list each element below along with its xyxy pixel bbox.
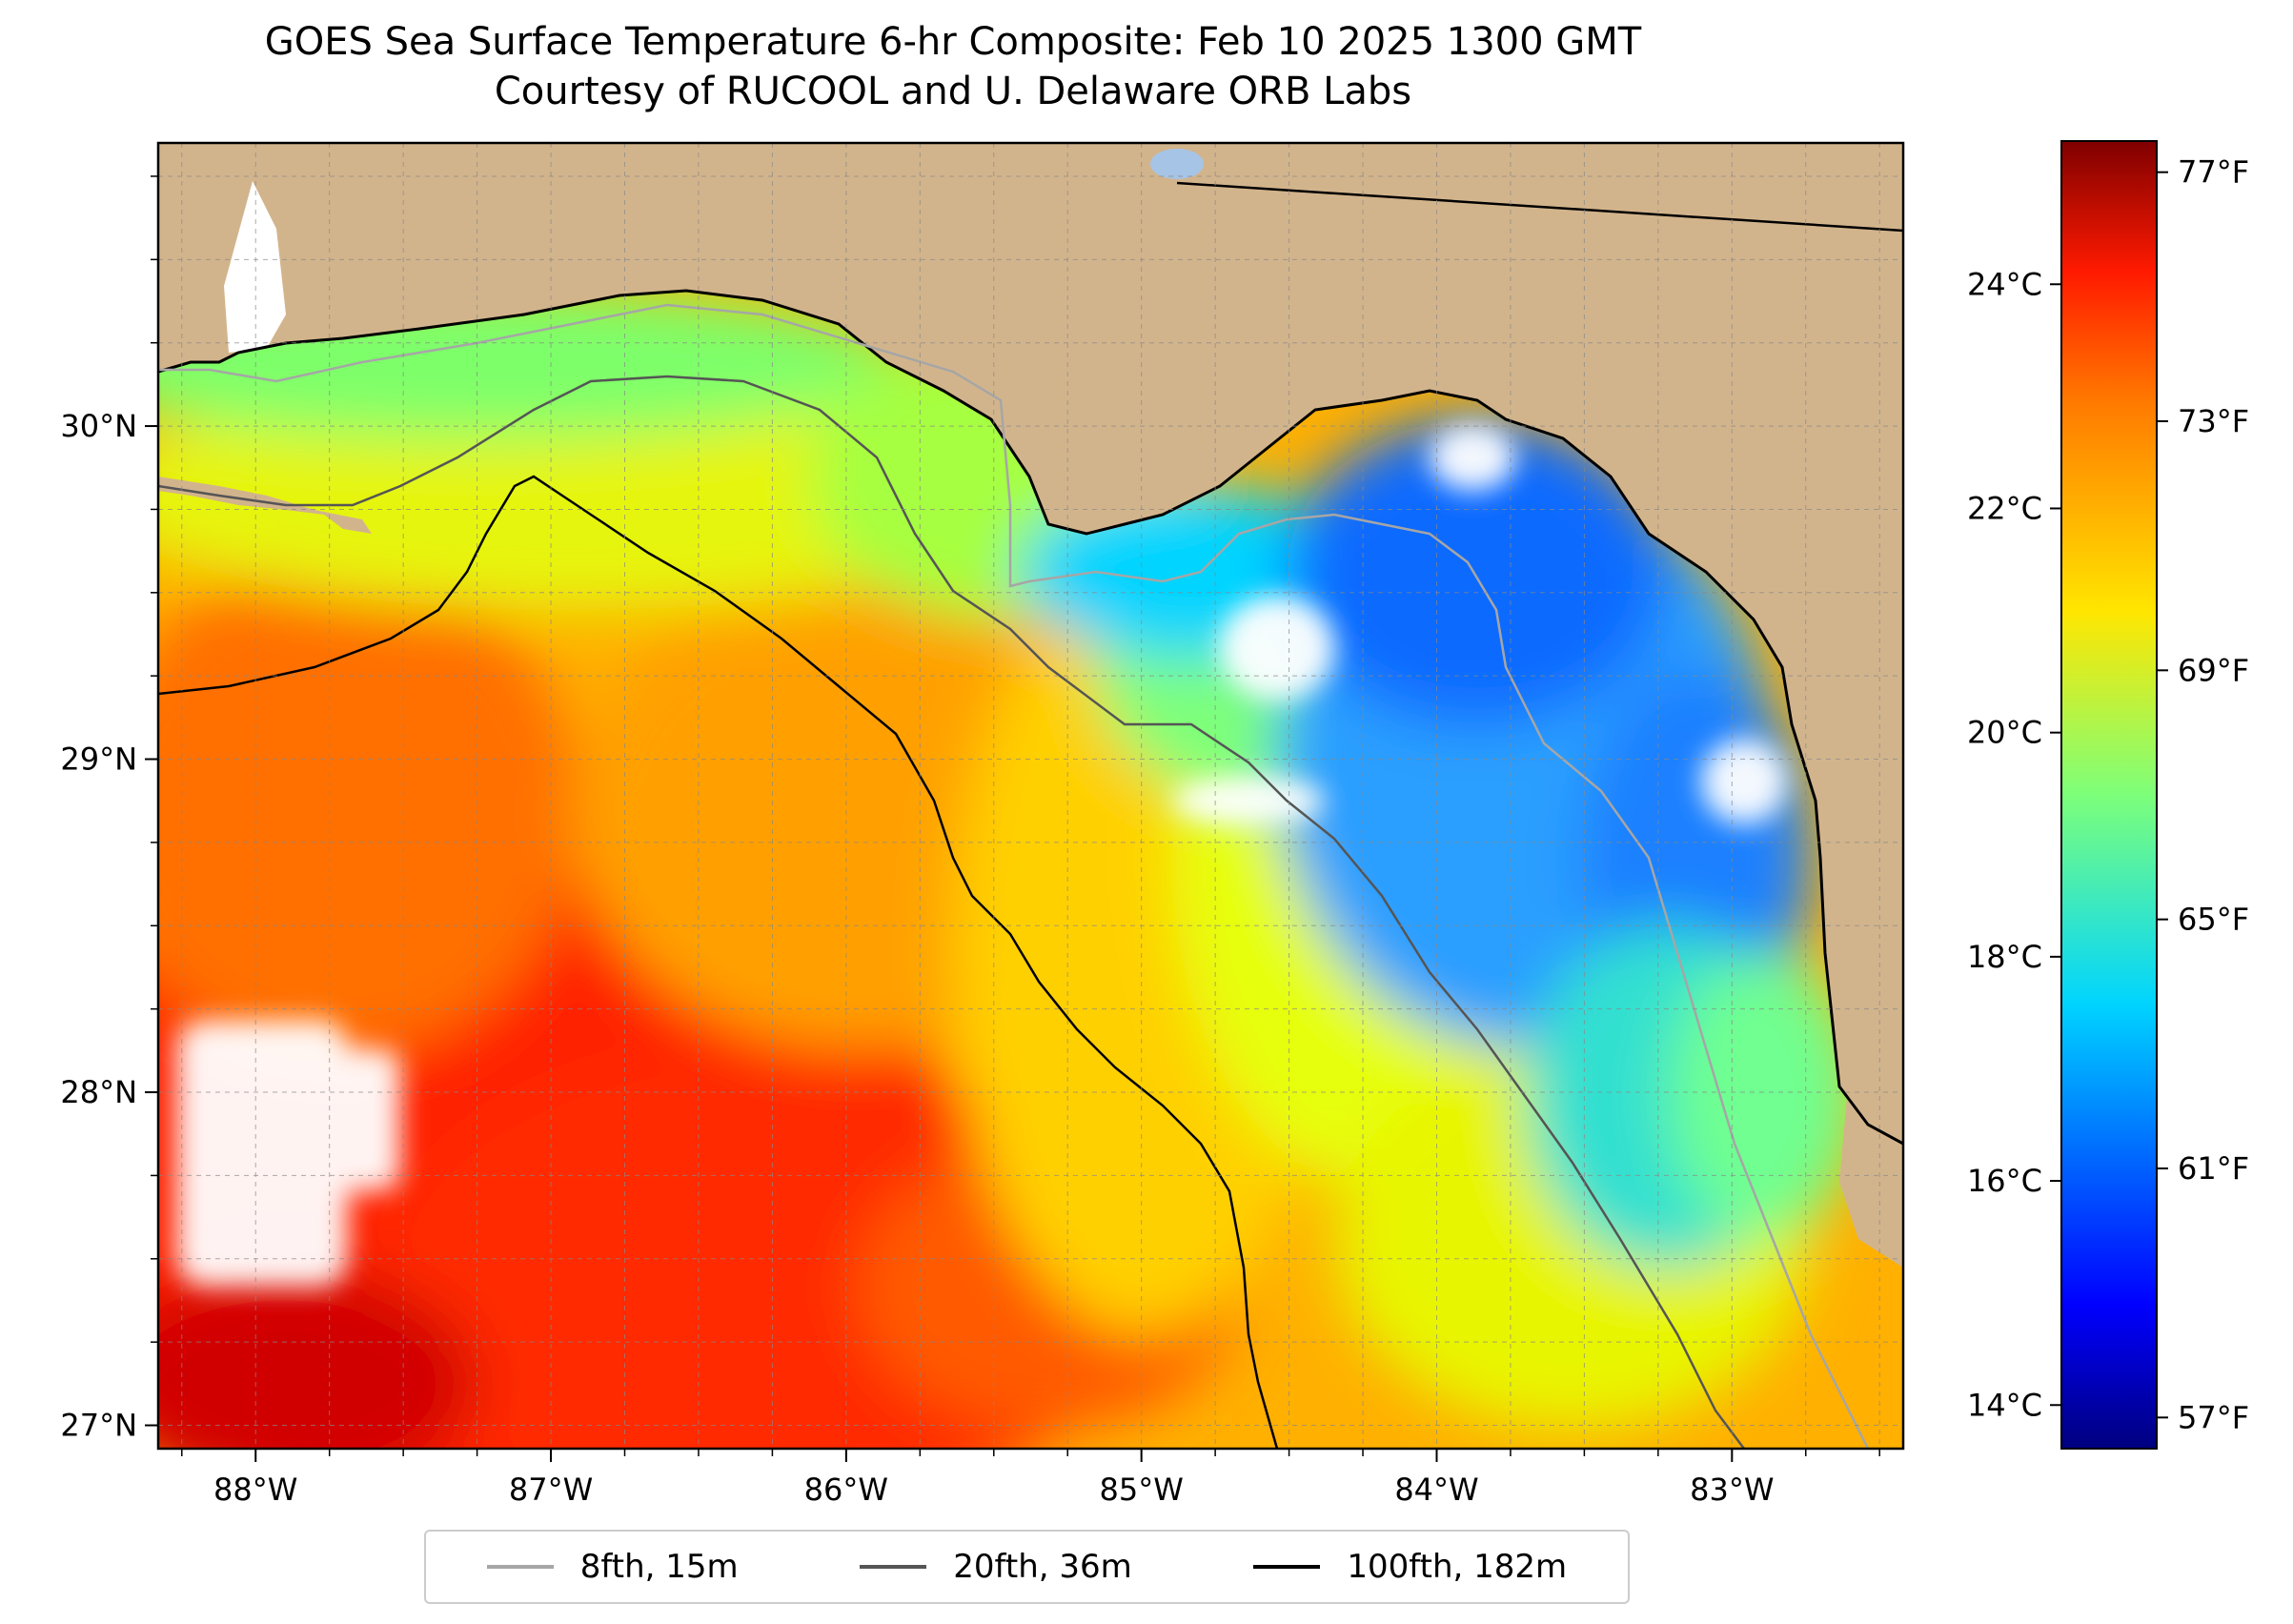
land-coast-west — [158, 448, 372, 534]
cloud-mask — [176, 424, 1787, 1287]
colorbar-label-f: 77°F — [2178, 154, 2249, 191]
colorbar-label-f: 69°F — [2178, 652, 2249, 688]
title-line-1: GOES Sea Surface Temperature 6-hr Compos… — [264, 20, 1642, 64]
lat-tick-label: 28°N — [60, 1074, 137, 1110]
lon-tick-label: 87°W — [509, 1472, 593, 1508]
colorbar-label-c: 20°C — [1967, 715, 2042, 751]
colorbar-label-c: 24°C — [1967, 266, 2042, 302]
legend-item-20fth: 20fth, 36m — [860, 1548, 1132, 1586]
map-frame — [156, 141, 1905, 1451]
land-mainland — [158, 143, 1903, 1143]
map-axis-ticks: 88°W 87°W 86°W 85°W 84°W 83°W 30°N 29°N 28°N 27°N — [60, 175, 1880, 1508]
colorbar-ticks: 77°F 73°F 69°F 65°F 61°F 57°F 24°C 22°C 20°C 18°C… — [1967, 154, 2249, 1436]
colorbar — [2060, 140, 2158, 1450]
map-title: GOES Sea Surface Temperature 6-hr Compos… — [0, 17, 1906, 116]
graticule — [158, 143, 1903, 1449]
map-area — [158, 143, 1903, 1449]
lon-tick-label: 85°W — [1100, 1472, 1184, 1508]
colorbar-label-c: 16°C — [1967, 1163, 2042, 1199]
mobile-bay — [224, 181, 286, 353]
legend-swatch-20fth — [860, 1565, 927, 1569]
legend-swatch-8fth — [486, 1565, 554, 1569]
lon-tick-label: 88°W — [213, 1472, 297, 1508]
legend-swatch-100fth — [1253, 1565, 1321, 1569]
colorbar-label-c: 18°C — [1967, 939, 2042, 975]
legend-item-8fth: 8fth, 15m — [486, 1548, 739, 1586]
land-tampa — [1839, 1077, 1903, 1268]
colorbar-label-f: 73°F — [2178, 403, 2249, 439]
isobath-100fth — [158, 475, 1279, 1449]
isobath-20fth — [158, 375, 1745, 1449]
lon-tick-label: 83°W — [1690, 1472, 1774, 1508]
sst-field — [158, 286, 1858, 1449]
legend-item-100fth: 100fth, 182m — [1253, 1548, 1567, 1586]
coastline — [158, 289, 1903, 1146]
lat-tick-label: 29°N — [60, 741, 137, 778]
lat-tick-label: 27°N — [60, 1408, 137, 1444]
state-boundary — [1176, 181, 1903, 233]
colorbar-label-f: 65°F — [2178, 902, 2249, 938]
lat-tick-label: 30°N — [60, 408, 137, 444]
isobath-8fth — [158, 303, 1870, 1449]
colorbar-label-c: 14°C — [1967, 1387, 2042, 1423]
lon-tick-label: 84°W — [1394, 1472, 1478, 1508]
lake — [1150, 149, 1204, 179]
lon-tick-label: 86°W — [804, 1472, 888, 1508]
legend-label-20fth: 20fth, 36m — [953, 1548, 1132, 1586]
title-line-2: Courtesy of RUCOOL and U. Delaware ORB L… — [494, 70, 1412, 113]
colorbar-label-c: 22°C — [1967, 490, 2042, 526]
isobath-legend: 8fth, 15m 20fth, 36m 100fth, 182m — [424, 1530, 1630, 1604]
legend-label-8fth: 8fth, 15m — [579, 1548, 739, 1586]
colorbar-label-f: 57°F — [2178, 1399, 2249, 1435]
legend-label-100fth: 100fth, 182m — [1347, 1548, 1568, 1586]
colorbar-label-f: 61°F — [2178, 1150, 2249, 1187]
